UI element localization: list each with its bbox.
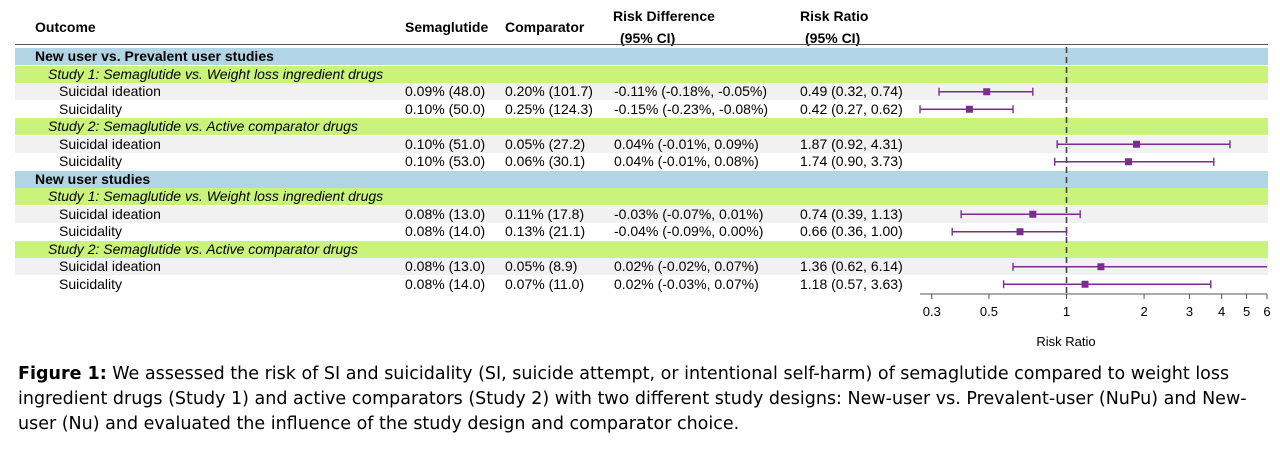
forest-plot-table: Outcome Semaglutide Comparator Risk Diff… xyxy=(15,8,1268,293)
figure-caption: Figure 1: We assessed the risk of SI and… xyxy=(18,362,1268,437)
cell-semaglutide: 0.08% (14.0) xyxy=(405,275,486,292)
forest-plot: 0.3 0.5 1 2 3 4 5 6 Risk Ratio xyxy=(919,47,1271,349)
cell-risk-difference: -0.03% (-0.07%, 0.01%) xyxy=(614,205,764,222)
header-divider xyxy=(15,44,1268,45)
point-estimate-marker xyxy=(965,105,973,113)
x-tick-label: 0.3 xyxy=(923,304,941,319)
caption-label: Figure 1: xyxy=(18,364,107,384)
cell-risk-difference: 0.02% (-0.03%, 0.07%) xyxy=(614,275,759,292)
table-row: Suicidal ideation 0.10% (51.0) 0.05% (27.2… xyxy=(15,135,1268,153)
cell-comparator: 0.07% (11.0) xyxy=(505,275,585,292)
x-tick-label: 2 xyxy=(1140,304,1147,319)
point-estimate-marker xyxy=(1029,210,1037,218)
point-estimate-marker xyxy=(1097,263,1105,271)
cell-risk-ratio: 0.74 (0.39, 1.13) xyxy=(800,205,903,222)
study-section-label: Study 1: Semaglutide vs. Weight loss ing… xyxy=(48,65,384,82)
table-row: Suicidal ideation 0.09% (48.0) 0.20% (101.… xyxy=(15,83,1268,100)
cell-semaglutide: 0.10% (53.0) xyxy=(405,153,486,169)
header-semaglutide: Semaglutide xyxy=(405,19,489,35)
cell-semaglutide: 0.10% (50.0) xyxy=(405,100,486,117)
point-estimate-marker xyxy=(1016,228,1024,236)
cell-risk-ratio: 1.74 (0.90, 3.73) xyxy=(800,153,903,169)
cell-risk-difference: 0.02% (-0.02%, 0.07%) xyxy=(614,258,759,274)
cell-risk-difference: -0.04% (-0.09%, 0.00%) xyxy=(614,223,764,239)
cell-comparator: 0.05% (8.9) xyxy=(505,258,578,274)
point-estimate-marker xyxy=(1081,280,1089,288)
table-row: Suicidal ideation 0.08% (13.0) 0.05% (8.9)… xyxy=(15,258,1268,275)
cell-comparator: 0.11% (17.8) xyxy=(505,205,585,222)
point-estimate-marker xyxy=(1133,140,1141,148)
study-section-label: Study 1: Semaglutide vs. Weight loss ing… xyxy=(48,188,384,204)
cell-risk-difference: 0.04% (-0.01%, 0.09%) xyxy=(614,135,759,152)
header-outcome: Outcome xyxy=(35,19,96,35)
header-risk-ratio-ci: (95% CI) xyxy=(805,30,861,46)
design-section-row: New user vs. Prevalent user studies xyxy=(15,48,1268,65)
cell-semaglutide: 0.08% (14.0) xyxy=(405,223,486,239)
cell-comparator: 0.06% (30.1) xyxy=(505,153,586,169)
x-tick-label: 6 xyxy=(1263,304,1270,319)
x-tick-label: 1 xyxy=(1063,304,1070,319)
cell-comparator: 0.13% (21.1) xyxy=(505,223,586,239)
cell-outcome: Suicidal ideation xyxy=(59,258,161,274)
point-estimate-marker xyxy=(983,88,991,96)
cell-outcome: Suicidal ideation xyxy=(59,135,161,152)
cell-outcome: Suicidality xyxy=(59,153,123,169)
study-section-row: Study 1: Semaglutide vs. Weight loss ing… xyxy=(15,188,1268,205)
cell-comparator: 0.05% (27.2) xyxy=(505,135,586,152)
point-estimate-marker xyxy=(1124,158,1132,166)
cell-risk-difference: 0.04% (-0.01%, 0.08%) xyxy=(614,153,759,169)
table-row: Suicidality 0.10% (50.0) 0.25% (124.3) -0.1… xyxy=(15,100,1268,118)
table-row: Suicidality 0.10% (53.0) 0.06% (30.1) 0.04%… xyxy=(15,153,1268,170)
cell-semaglutide: 0.08% (13.0) xyxy=(405,258,486,274)
table-row: Suicidality 0.08% (14.0) 0.13% (21.1) -0.04… xyxy=(15,223,1268,240)
table-row: Suicidality 0.08% (14.0) 0.07% (11.0) 0.02%… xyxy=(15,275,1268,293)
design-section-label: New user vs. Prevalent user studies xyxy=(35,48,274,64)
cell-risk-ratio: 0.66 (0.36, 1.00) xyxy=(800,223,903,239)
cell-outcome: Suicidality xyxy=(59,100,123,117)
table-row: Suicidal ideation 0.08% (13.0) 0.11% (17.8… xyxy=(15,205,1268,223)
cell-semaglutide: 0.08% (13.0) xyxy=(405,205,486,222)
header-risk-difference: Risk Difference xyxy=(613,8,715,24)
header-risk-difference-ci: (95% CI) xyxy=(620,30,676,46)
study-section-label: Study 2: Semaglutide vs. Active comparat… xyxy=(48,240,358,257)
cell-risk-ratio: 0.42 (0.27, 0.62) xyxy=(800,100,903,117)
cell-outcome: Suicidal ideation xyxy=(59,205,161,222)
cell-risk-ratio: 1.87 (0.92, 4.31) xyxy=(800,135,903,152)
design-section-label: New user studies xyxy=(35,170,151,187)
header-comparator: Comparator xyxy=(505,19,585,35)
x-tick-label: 4 xyxy=(1218,304,1225,319)
cell-outcome: Suicidal ideation xyxy=(59,83,161,99)
x-axis-label: Risk Ratio xyxy=(1036,334,1095,349)
cell-risk-difference: -0.11% (-0.18%, -0.05%) xyxy=(614,83,768,99)
study-section-row: Study 2: Semaglutide vs. Active comparat… xyxy=(15,118,1268,135)
cell-risk-ratio: 1.18 (0.57, 3.63) xyxy=(800,275,903,292)
x-tick-label: 0.5 xyxy=(980,304,998,319)
x-tick-label: 3 xyxy=(1186,304,1193,319)
x-tick-label: 5 xyxy=(1243,304,1250,319)
cell-comparator: 0.25% (124.3) xyxy=(505,100,593,117)
cell-semaglutide: 0.09% (48.0) xyxy=(405,83,486,99)
cell-outcome: Suicidality xyxy=(59,275,123,292)
cell-risk-ratio: 1.36 (0.62, 6.14) xyxy=(800,258,903,274)
cell-risk-difference: -0.15% (-0.23%, -0.08%) xyxy=(614,100,769,117)
cell-comparator: 0.20% (101.7) xyxy=(505,83,593,99)
design-section-row: New user studies xyxy=(15,170,1268,188)
caption-text: We assessed the risk of SI and suicidali… xyxy=(18,364,1247,434)
cell-risk-ratio: 0.49 (0.32, 0.74) xyxy=(800,83,903,99)
header-risk-ratio: Risk Ratio xyxy=(800,8,869,24)
cell-semaglutide: 0.10% (51.0) xyxy=(405,135,486,152)
cell-outcome: Suicidality xyxy=(59,223,123,239)
study-section-row: Study 2: Semaglutide vs. Active comparat… xyxy=(15,240,1268,258)
study-section-row: Study 1: Semaglutide vs. Weight loss ing… xyxy=(15,65,1268,83)
study-section-label: Study 2: Semaglutide vs. Active comparat… xyxy=(48,118,358,134)
